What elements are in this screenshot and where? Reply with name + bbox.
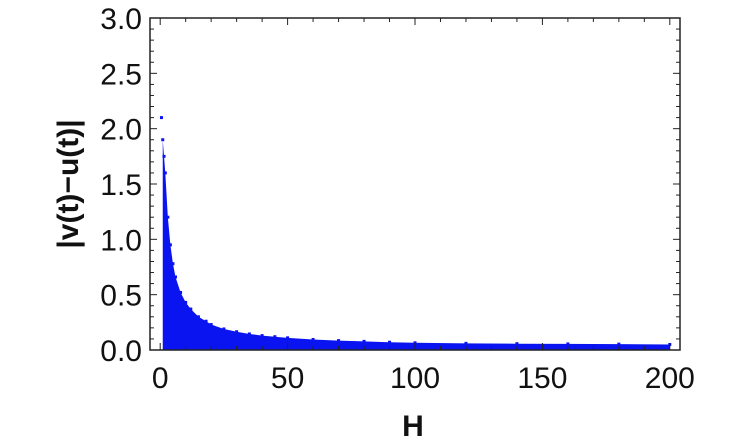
data-point <box>163 171 167 175</box>
data-point <box>273 335 277 339</box>
decay-area <box>162 139 670 350</box>
y-tick-label: 3.0 <box>100 3 142 36</box>
data-point <box>162 154 166 158</box>
data-point <box>617 342 621 346</box>
data-point <box>204 319 208 323</box>
data-point <box>337 339 341 343</box>
data-point <box>179 290 183 294</box>
data-point <box>247 332 251 336</box>
data-point <box>413 341 417 345</box>
data-point <box>388 340 392 344</box>
x-tick-label: 0 <box>152 362 169 395</box>
y-tick-label: 1.0 <box>100 224 142 257</box>
data-point <box>173 275 177 279</box>
data-point <box>566 342 570 346</box>
y-tick-label: 0.0 <box>100 335 142 368</box>
data-point <box>159 116 163 120</box>
data-point <box>196 315 200 319</box>
data-point <box>209 323 213 327</box>
data-point <box>222 327 226 331</box>
y-axis-label: |v(t)−u(t)| <box>52 119 85 248</box>
x-tick-label: 150 <box>517 362 567 395</box>
data-point <box>286 336 290 340</box>
axis-ticks: 0 50 100 150 200 0.0 0.5 1.0 1.5 2.0 2.5 3.0 <box>100 3 695 395</box>
y-tick-label: 1.5 <box>100 169 142 202</box>
data-point <box>171 262 175 266</box>
data-point <box>235 330 239 334</box>
data-point <box>189 307 193 311</box>
plot-marks <box>159 116 672 350</box>
data-point <box>166 215 170 219</box>
data-point <box>168 243 172 247</box>
plot-frame <box>149 17 681 351</box>
y-tick-label: 2.5 <box>100 58 142 91</box>
x-tick-label: 100 <box>390 362 440 395</box>
data-point <box>311 337 315 341</box>
x-tick-label: 200 <box>645 362 695 395</box>
x-axis-label: H <box>402 410 424 443</box>
y-tick-label: 2.0 <box>100 114 142 147</box>
data-point <box>464 341 468 345</box>
x-tick-label: 50 <box>271 362 304 395</box>
y-tick-label: 0.5 <box>100 280 142 313</box>
data-point <box>362 339 366 343</box>
data-point <box>260 334 264 338</box>
data-point <box>184 300 188 304</box>
data-point <box>515 342 519 346</box>
data-point <box>161 138 165 142</box>
